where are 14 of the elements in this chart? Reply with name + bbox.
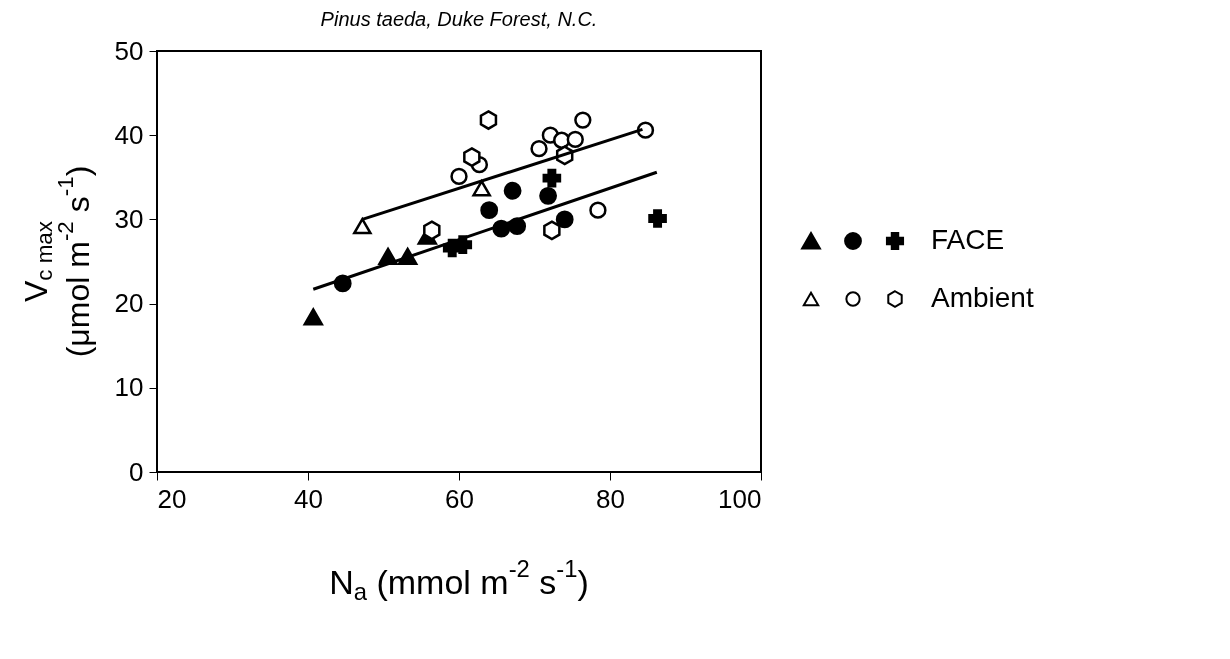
legend-label: FACE — [931, 224, 1005, 255]
x-tick-label: 60 — [445, 483, 474, 514]
legend-label: Ambient — [931, 282, 1034, 313]
x-tick-label: 100 — [718, 483, 762, 514]
x-tick-label: 40 — [294, 483, 323, 514]
chart-title: Pinus taeda, Duke Forest, N.C. — [320, 8, 598, 30]
y-tick-label: 50 — [114, 35, 144, 66]
y-tick-label: 30 — [114, 203, 144, 234]
x-tick-label: 80 — [596, 483, 625, 514]
y-tick-label: 0 — [129, 456, 144, 487]
y-tick-label: 20 — [114, 288, 144, 319]
y-tick-label: 40 — [114, 119, 144, 150]
x-tick-label: 20 — [157, 483, 187, 514]
y-tick-label: 10 — [114, 372, 144, 403]
